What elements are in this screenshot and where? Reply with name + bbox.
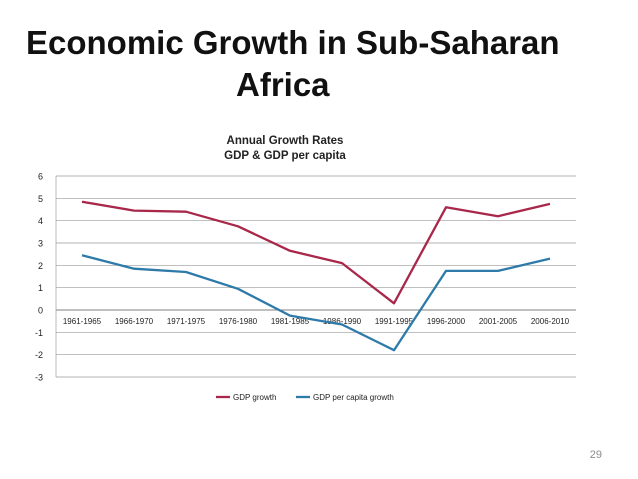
x-tick-label: 1971-1975	[167, 317, 206, 326]
x-tick-label: 1991-1995	[375, 317, 414, 326]
x-tick-label: 2001-2005	[479, 317, 518, 326]
page-number: 29	[589, 449, 602, 461]
series-lines	[81, 200, 551, 352]
x-tick-label: 1996-2000	[427, 317, 466, 326]
x-tick-label: 1966-1970	[115, 317, 154, 326]
legend: GDP growth GDP per capita growth	[216, 393, 394, 402]
x-tick-label: 1976-1980	[219, 317, 258, 326]
x-tick-label: 2006-2010	[531, 317, 570, 326]
x-tick-label: 1961-1965	[63, 317, 102, 326]
y-tick-label: -2	[35, 350, 43, 360]
y-axis-ticks: 6 5 4 3 2 1 0 -1 -2 -3	[35, 172, 43, 383]
y-tick-label: 5	[38, 194, 43, 204]
y-tick-label: 2	[38, 261, 43, 271]
gridlines	[55, 175, 576, 378]
x-tick-label: 1986-1990	[323, 317, 362, 326]
x-axis-ticks: 1961-1965 1966-1970 1971-1975 1976-1980 1981…	[63, 317, 570, 326]
y-tick-label: 0	[38, 306, 43, 316]
series-line-1	[81, 200, 551, 305]
series-line-2	[81, 254, 551, 352]
legend-label-1: GDP growth	[233, 393, 276, 402]
chart-subtitle: GDP & GDP per capita	[224, 150, 346, 162]
legend-label-2: GDP per capita growth	[313, 393, 394, 402]
y-tick-label: 1	[38, 283, 43, 293]
slide-title-line-2: Africa	[236, 66, 330, 103]
y-tick-label: -3	[35, 373, 43, 383]
x-tick-label: 1981-1985	[271, 317, 310, 326]
chart-title-line-1: Annual Growth Rates	[226, 135, 344, 147]
slide-title: Economic Growth in Sub-Saharan Africa	[0, 22, 638, 106]
y-tick-label: -1	[35, 328, 43, 338]
y-tick-label: 6	[38, 172, 43, 182]
y-tick-label: 4	[38, 216, 43, 226]
slide-title-line-1: Economic Growth in Sub-Saharan	[26, 24, 560, 61]
y-tick-label: 3	[38, 239, 43, 249]
chart-title: Annual Growth Rates GDP & GDP per capita	[195, 134, 375, 164]
